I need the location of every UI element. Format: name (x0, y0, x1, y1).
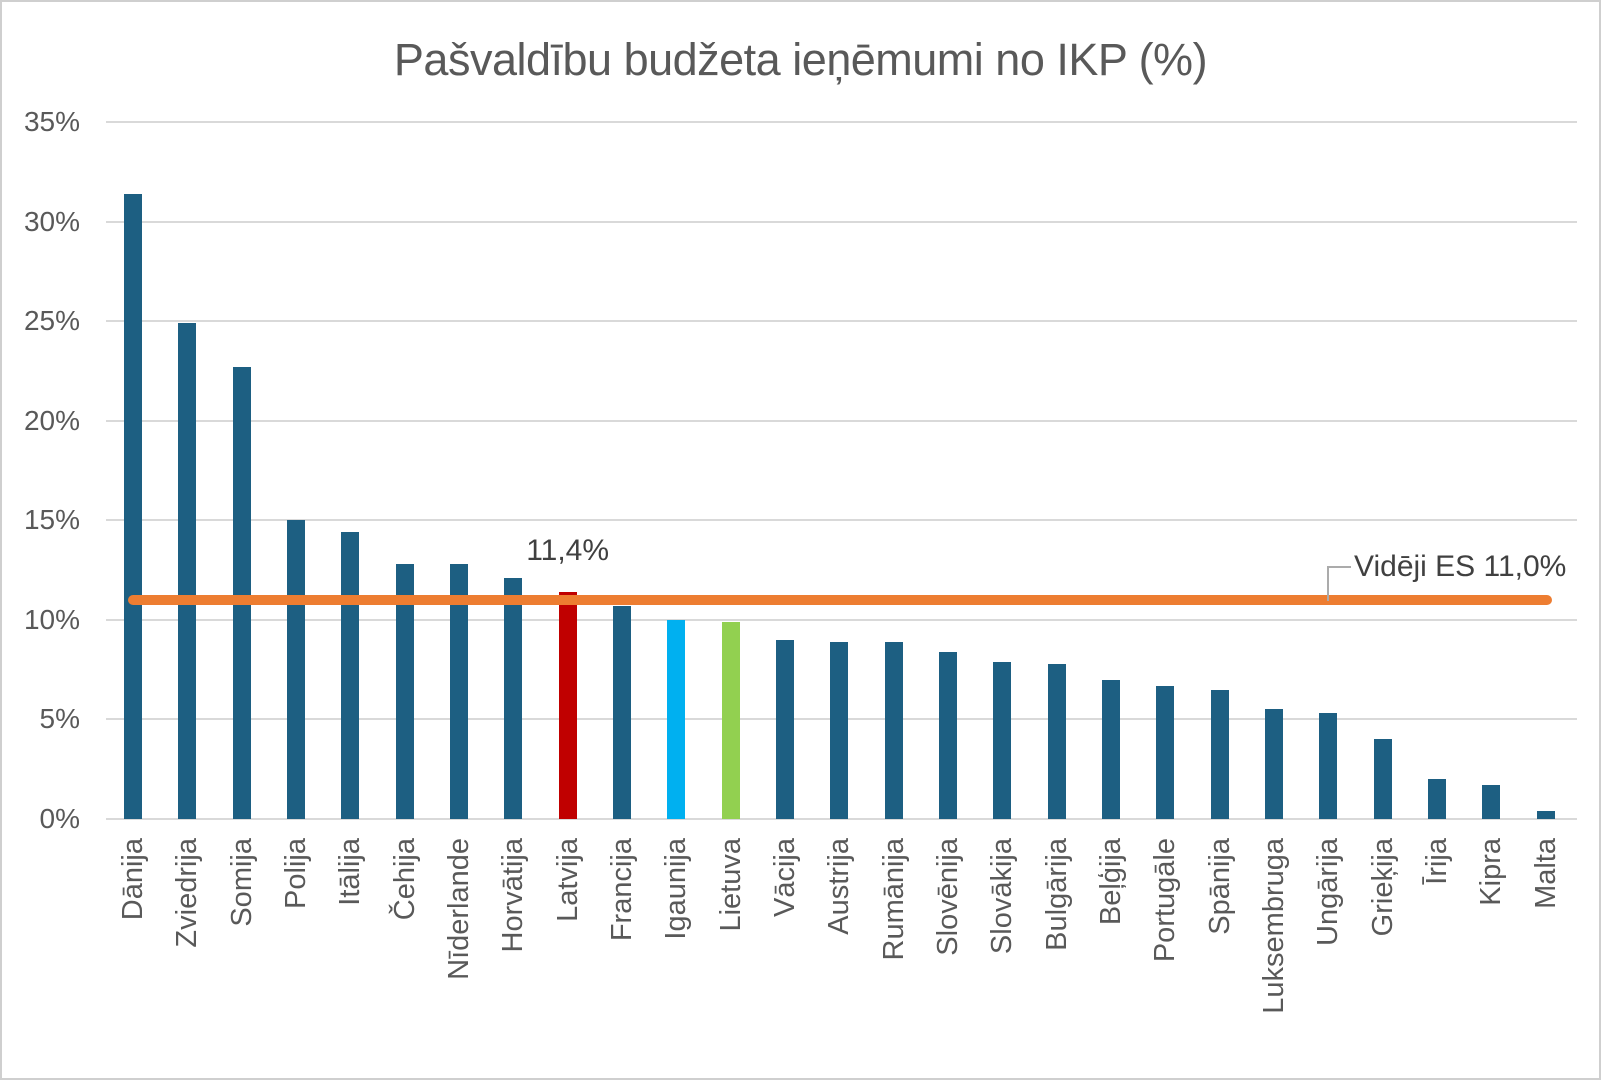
bar-rumānija (884, 641, 903, 819)
x-axis-label-horvātija: Horvātija (497, 838, 530, 953)
bar-ungārija (1319, 713, 1338, 819)
gridline-30 (106, 220, 1577, 223)
x-axis-label-beļģija: Beļģija (1094, 838, 1127, 926)
bar-spānija (1210, 689, 1229, 819)
bar-bulgārija (1047, 663, 1066, 819)
reference-leader-line-vertical (1327, 567, 1329, 601)
bar-zviedrija (178, 323, 197, 819)
bar-slovēnija (938, 651, 957, 819)
bar-lietuva (721, 621, 740, 819)
bar-vācija (775, 639, 794, 819)
gridline-0 (106, 818, 1577, 820)
bar-malta (1536, 811, 1555, 819)
x-axis-label-nīderlande: Nīderlande (442, 838, 475, 980)
bar-francija (612, 605, 631, 819)
x-axis-label-itālija: Itālija (334, 838, 367, 906)
bar-slovākija (993, 661, 1012, 819)
gridline-25 (106, 320, 1577, 323)
x-axis-label-rumānija: Rumānija (877, 838, 910, 961)
bar-igaunija (667, 619, 686, 819)
x-axis-label-ungārija: Ungārija (1312, 838, 1345, 946)
gridline-20 (106, 419, 1577, 422)
x-axis-label-somija: Somija (225, 838, 258, 927)
y-axis-label-30: 30% (23, 205, 80, 237)
x-axis-label-latvija: Latvija (551, 838, 584, 922)
bar-dānija (124, 193, 142, 819)
bar-beļģija (1101, 679, 1120, 819)
bar-luksembruga (1264, 709, 1283, 819)
x-axis-label-lietuva: Lietuva (714, 838, 747, 932)
x-axis-label-slovākija: Slovākija (986, 838, 1019, 955)
eu-average-reference-line (128, 594, 1552, 605)
bar-kipra (1482, 785, 1501, 819)
x-axis-label-malta: Malta (1529, 838, 1562, 909)
x-axis-label-slovēnija: Slovēnija (931, 838, 964, 956)
eu-average-label: Vidēji ES 11,0% (1354, 550, 1567, 583)
bar-čehija (395, 564, 414, 819)
gridline-10 (106, 618, 1577, 621)
x-axis-label-īrija: Īrija (1420, 838, 1453, 885)
y-axis-label-10: 10% (23, 603, 80, 635)
latvija-value-label: 11,4% (526, 534, 610, 567)
bar-polija (286, 520, 305, 819)
bar-itālija (341, 532, 360, 819)
x-axis-label-portugāle: Portugāle (1149, 838, 1182, 963)
x-axis-label-bulgārija: Bulgārija (1040, 838, 1073, 951)
x-axis-label-vācija: Vācija (768, 838, 801, 917)
bar-somija (232, 366, 251, 819)
gridline-35 (106, 121, 1577, 123)
x-axis-label-kipra: Kipra (1475, 838, 1508, 906)
x-axis-label-francija: Francija (605, 838, 638, 942)
chart-title: Pašvaldību budžeta ieņēmumi no IKP (%) (393, 34, 1208, 85)
bar-portugāle (1156, 685, 1175, 819)
bar-latvija (558, 591, 577, 819)
x-axis-label-čehija: Čehija (388, 838, 421, 921)
x-axis-label-dānija: Dānija (117, 838, 149, 921)
x-axis-label-spānija: Spānija (1203, 838, 1236, 935)
x-axis-label-luksembruga: Luksembruga (1257, 838, 1290, 1014)
y-axis-label-0: 0% (39, 803, 80, 834)
x-axis-label-grieķija: Grieķija (1366, 838, 1399, 937)
x-axis-label-zviedrija: Zviedrija (171, 838, 204, 948)
x-axis-label-austrija: Austrija (823, 838, 856, 935)
x-axis-label-igaunija: Igaunija (660, 838, 693, 940)
bar-grieķija (1373, 739, 1392, 819)
bar-īrija (1427, 779, 1446, 819)
y-axis-label-5: 5% (39, 703, 80, 735)
x-axis-label-polija: Polija (279, 838, 312, 909)
gridline-15 (106, 519, 1577, 522)
reference-leader-line-horizontal (1327, 566, 1351, 568)
bar-nīderlande (449, 564, 468, 819)
bar-horvātija (504, 578, 523, 819)
y-axis-label-35: 35% (23, 106, 80, 137)
y-axis-label-25: 25% (23, 305, 80, 337)
y-axis-label-15: 15% (23, 504, 80, 536)
bar-austrija (830, 641, 849, 819)
y-axis-label-20: 20% (23, 404, 80, 436)
